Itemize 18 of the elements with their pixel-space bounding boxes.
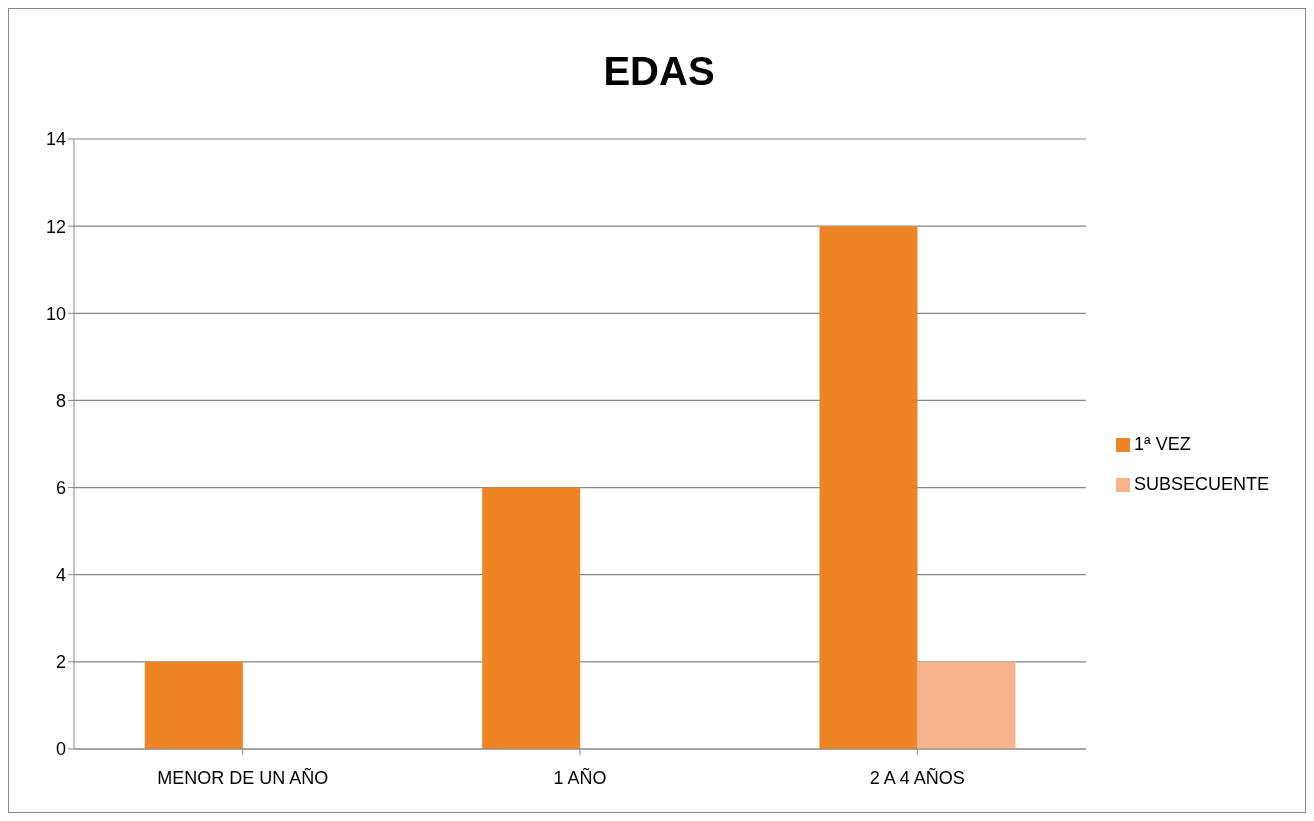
y-tick-label: 2: [55, 652, 66, 673]
bar: [819, 226, 918, 749]
bar: [917, 661, 1016, 749]
bar: [482, 487, 581, 749]
y-tick-label: 14: [45, 129, 66, 150]
bar: [144, 661, 243, 749]
chart-title: EDAS: [602, 49, 716, 94]
y-tick-label: 6: [55, 477, 66, 498]
x-tick-label: 2 A 4 AÑOS: [869, 766, 965, 788]
legend-label: 1ª VEZ: [1133, 434, 1191, 454]
x-tick-label: MENOR DE UN AÑO: [157, 766, 329, 788]
y-tick-label: 10: [45, 303, 66, 324]
x-tick-label: 1 AÑO: [553, 766, 607, 788]
y-tick-label: 12: [45, 216, 66, 237]
legend-label: SUBSECUENTE: [1133, 474, 1269, 494]
y-tick-label: 8: [55, 390, 66, 411]
y-tick-label: 0: [55, 739, 66, 760]
y-tick-label: 4: [55, 565, 66, 586]
